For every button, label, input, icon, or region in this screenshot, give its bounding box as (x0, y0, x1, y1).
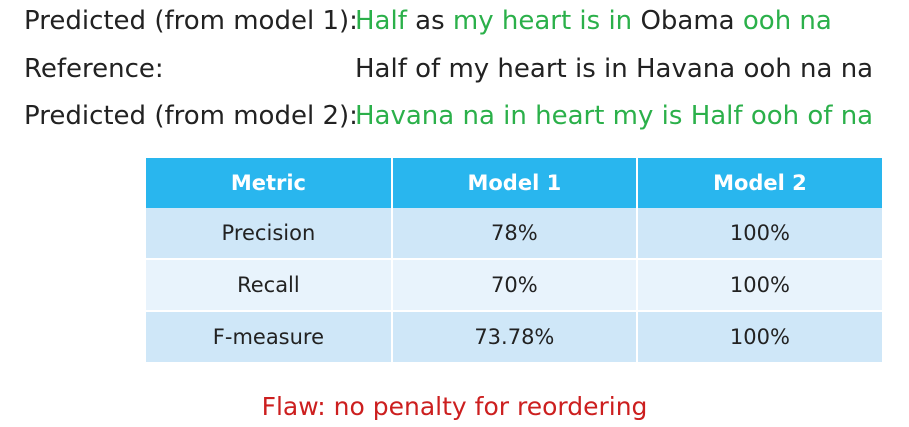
table-cell: 78% (391, 208, 638, 259)
table-cell: 100% (636, 258, 882, 311)
table-cell: Precision (146, 208, 393, 259)
header-model-2: Model 2 (636, 158, 882, 208)
table-row: Recall 70% 100% (146, 258, 882, 311)
header-metric: Metric (146, 158, 393, 208)
predicted-model-1-label: Predicted (from model 1): (24, 6, 358, 36)
predicted-1-token: as (415, 6, 445, 36)
predicted-1-token: my heart is in (452, 6, 633, 36)
predicted-1-token: Obama (640, 6, 735, 36)
table-row: Precision 78% 100% (146, 208, 882, 259)
predicted-2-text: Havana na in heart my is Half ooh of na (355, 101, 874, 131)
table-row: F-measure 73.78% 100% (146, 310, 882, 362)
reference-label: Reference: (24, 54, 164, 84)
table-cell: Recall (146, 258, 393, 311)
table-cell: F-measure (146, 310, 393, 362)
table-header-row: Metric Model 1 Model 2 (146, 158, 882, 208)
table-cell: 100% (636, 208, 882, 259)
predicted-1-token: ooh na (742, 6, 832, 36)
predicted-1-token: Half (355, 6, 407, 36)
predicted-model-1-line: Predicted (from model 1):Half as my hear… (24, 4, 832, 38)
header-model-1: Model 1 (391, 158, 638, 208)
predicted-model-2-line: Predicted (from model 2):Havana na in he… (24, 99, 873, 133)
reference-text: Half of my heart is in Havana ooh na na (355, 54, 874, 84)
table-cell: 70% (391, 258, 638, 311)
reference-line: Reference: Half of my heart is in Havana … (24, 52, 873, 86)
metrics-table: Metric Model 1 Model 2 Precision 78% 100… (146, 158, 882, 362)
table-cell: 73.78% (391, 310, 638, 362)
predicted-model-2-label: Predicted (from model 2): (24, 101, 358, 131)
flaw-note: Flaw: no penalty for reordering (261, 392, 648, 421)
table-cell: 100% (636, 310, 882, 362)
